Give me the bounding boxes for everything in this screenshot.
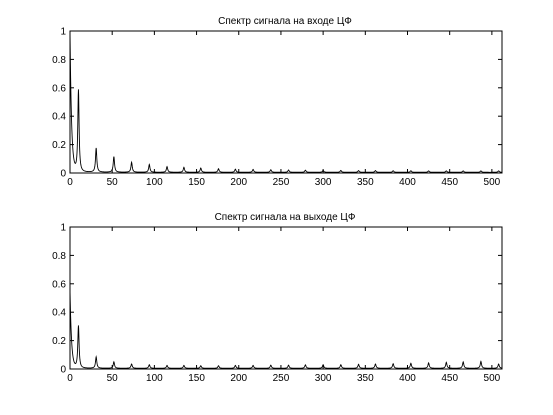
x-tick-label: 150: [188, 177, 205, 188]
x-tick-label: 450: [441, 177, 458, 188]
spectrum-line: [69, 30, 503, 173]
chart-title: Спектр сигнала на входе ЦФ: [218, 16, 352, 27]
x-tick-label: 50: [107, 373, 119, 384]
plot-area: [69, 30, 503, 174]
y-tick-label: 0: [60, 169, 66, 180]
subplot-output-spectrum: Спектр сигнала на выходе ЦФ 0 50 100 150 200…: [52, 212, 503, 384]
x-tick-label: 250: [273, 177, 290, 188]
x-tick-label: 400: [399, 177, 416, 188]
y-tick-label: 1: [60, 27, 66, 38]
y-tick-label: 1: [60, 223, 66, 234]
x-tick-label: 150: [188, 373, 205, 384]
x-tick-label: 400: [399, 373, 416, 384]
y-tick-label: 0.2: [52, 140, 66, 151]
x-tick-label: 100: [146, 373, 163, 384]
x-tick-label: 300: [315, 177, 332, 188]
y-tick-label: 0: [60, 365, 66, 376]
x-tick-label: 50: [107, 177, 119, 188]
subplot-input-spectrum: Спектр сигнала на входе ЦФ 0 50 100 150 200 2…: [52, 16, 503, 188]
y-tick-label: 0.6: [52, 83, 66, 94]
chart-title: Спектр сигнала на выходе ЦФ: [215, 212, 356, 223]
x-tick-label: 500: [484, 373, 501, 384]
axis-ticks: 0 50 100 150 200 250 300 350 400 450 500 0 0.2 0.4 0.6…: [52, 223, 502, 384]
y-tick-label: 0.8: [52, 55, 66, 66]
y-tick-label: 0.4: [52, 112, 66, 123]
x-tick-label: 0: [67, 177, 73, 188]
plot-area: [69, 226, 503, 370]
y-tick-label: 0.6: [52, 279, 66, 290]
x-tick-label: 100: [146, 177, 163, 188]
x-tick-label: 450: [441, 373, 458, 384]
y-tick-label: 0.2: [52, 336, 66, 347]
axis-ticks: 0 50 100 150 200 250 300 350 400 450 500 0 0.2 0.4 0.6…: [52, 27, 502, 188]
x-tick-label: 200: [230, 177, 247, 188]
x-tick-label: 500: [484, 177, 501, 188]
x-tick-label: 250: [273, 373, 290, 384]
x-tick-label: 0: [67, 373, 73, 384]
x-tick-label: 350: [357, 373, 374, 384]
y-tick-label: 0.8: [52, 251, 66, 262]
y-tick-label: 0.4: [52, 308, 66, 319]
x-tick-label: 350: [357, 177, 374, 188]
spectrum-line: [69, 289, 503, 369]
x-tick-label: 200: [230, 373, 247, 384]
x-tick-label: 300: [315, 373, 332, 384]
